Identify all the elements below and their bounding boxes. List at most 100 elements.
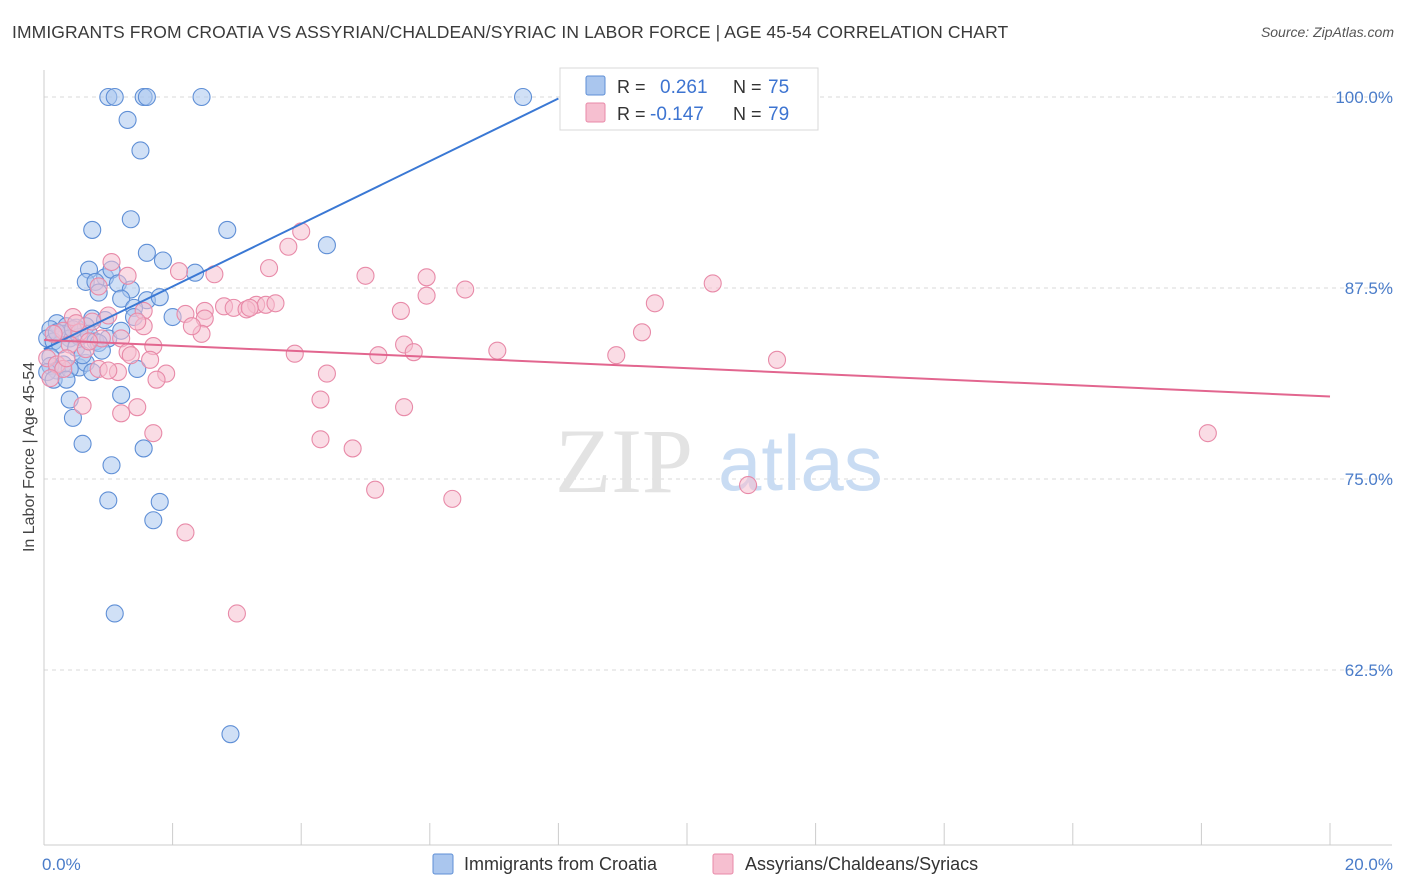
pink-point xyxy=(176,523,195,542)
watermark: ZIP atlas xyxy=(555,410,883,512)
watermark-atlas: atlas xyxy=(718,419,883,507)
blue-point xyxy=(137,243,156,262)
y-tick-label: 62.5% xyxy=(1345,661,1393,680)
pink-point xyxy=(356,266,375,285)
blue-point xyxy=(105,604,124,623)
legend-swatch-blue xyxy=(585,75,606,96)
pink-point xyxy=(67,314,86,333)
pink-point xyxy=(227,604,246,623)
pink-point xyxy=(182,317,201,336)
blue-point xyxy=(63,408,82,427)
pink-point xyxy=(292,222,311,241)
axes xyxy=(43,70,1392,846)
pink-point xyxy=(767,350,787,369)
blue-point xyxy=(144,511,163,530)
chart-title: IMMIGRANTS FROM CROATIA VS ASSYRIAN/CHAL… xyxy=(12,22,1009,42)
blue-point xyxy=(118,110,137,129)
pink-point xyxy=(102,252,121,272)
pink-point xyxy=(57,349,76,368)
y-tick-label: 87.5% xyxy=(1345,279,1393,298)
pink-point xyxy=(112,404,131,423)
pink-point xyxy=(1198,424,1217,443)
trend-lines xyxy=(43,97,1331,398)
pink-point xyxy=(456,280,475,299)
legend-r-label-1: R = xyxy=(617,77,646,97)
pink-point xyxy=(99,361,118,380)
bottom-legend-swatch-pink xyxy=(712,853,734,875)
bottom-legend-assyrian: Assyrians/Chaldeans/Syriacs xyxy=(745,854,978,874)
blue-point xyxy=(112,385,131,405)
blue-point xyxy=(150,288,169,307)
pink-point xyxy=(44,324,63,343)
pink-point xyxy=(311,390,330,409)
bottom-legend: Immigrants from Croatia Assyrians/Chalde… xyxy=(432,853,978,875)
pink-point xyxy=(632,323,652,342)
blue-point xyxy=(102,456,121,475)
pink-point xyxy=(391,301,410,320)
grid-lines xyxy=(44,96,1392,671)
pink-point xyxy=(443,489,462,508)
pink-point xyxy=(739,476,758,495)
pink-point xyxy=(366,480,385,499)
legend-swatch-pink xyxy=(585,102,606,123)
blue-point xyxy=(218,220,237,239)
blue-point xyxy=(112,289,131,308)
pink-point xyxy=(279,237,298,256)
blue-point xyxy=(221,725,240,744)
legend-box: R = 0.261 N = 75 R = -0.147 N = 79 xyxy=(559,67,819,131)
pink-point xyxy=(128,312,147,331)
pink-point xyxy=(259,259,279,278)
blue-point xyxy=(105,87,124,107)
legend-r-value-2: -0.147 xyxy=(650,104,704,125)
pink-point xyxy=(417,268,436,287)
bottom-legend-croatia: Immigrants from Croatia xyxy=(464,854,658,874)
blue-point xyxy=(121,210,140,229)
blue-point xyxy=(83,220,102,239)
pink-point xyxy=(417,286,436,305)
pink-point xyxy=(311,430,330,449)
pink-point xyxy=(488,341,507,360)
blue-point xyxy=(192,87,211,107)
blue-point xyxy=(73,434,92,453)
pink-point xyxy=(317,364,336,383)
legend-n-value-2: 79 xyxy=(768,104,789,125)
y-tick-label: 100.0% xyxy=(1335,88,1393,107)
legend-n-label-2: N = xyxy=(733,104,762,124)
pink-point xyxy=(73,396,92,415)
blue-trend-line xyxy=(43,97,559,351)
blue-point xyxy=(150,492,169,511)
pink-point xyxy=(144,424,163,443)
pink-point xyxy=(645,294,664,313)
pink-point xyxy=(285,344,304,363)
y-tick-labels: 62.5% 75.0% 87.5% 100.0% xyxy=(1335,88,1393,680)
blue-point xyxy=(513,87,533,107)
pink-point xyxy=(240,298,259,317)
pink-point xyxy=(141,350,160,369)
pink-trend-line xyxy=(43,338,1331,398)
pink-point xyxy=(404,343,423,362)
legend-n-label-1: N = xyxy=(733,77,762,97)
source-label: Source: ZipAtlas.com xyxy=(1260,24,1394,40)
pink-point xyxy=(41,369,60,388)
pink-point xyxy=(169,262,189,281)
x-tick-label: 20.0% xyxy=(1345,855,1393,874)
bottom-legend-swatch-blue xyxy=(432,853,454,875)
blue-point xyxy=(137,87,156,107)
y-tick-label: 75.0% xyxy=(1345,470,1393,489)
pink-point xyxy=(89,277,108,296)
blue-point xyxy=(131,141,150,160)
pink-point xyxy=(147,370,166,389)
blue-point xyxy=(99,491,118,510)
blue-point xyxy=(317,236,336,255)
pink-point xyxy=(266,294,285,313)
pink-point xyxy=(121,346,140,365)
pink-point xyxy=(118,266,137,285)
x-tick-label: 0.0% xyxy=(42,855,81,874)
blue-point xyxy=(134,439,153,458)
pink-point xyxy=(607,346,626,365)
legend-r-value-1: 0.261 xyxy=(660,77,708,98)
watermark-zip: ZIP xyxy=(555,410,693,512)
x-tick-labels: 0.0% 20.0% xyxy=(42,855,1393,874)
pink-point xyxy=(703,274,722,293)
